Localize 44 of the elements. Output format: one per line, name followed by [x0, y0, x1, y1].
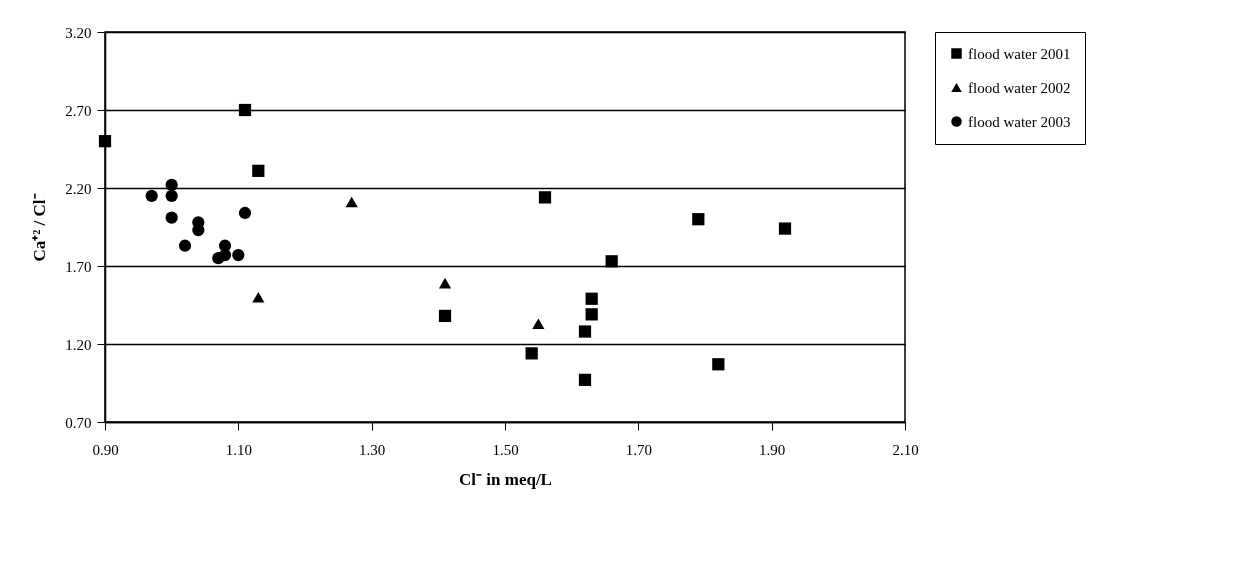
y-tick-label: 1.70 [65, 258, 92, 275]
x-axis-title: Cl⁻ in meq/L [459, 469, 552, 489]
point [238, 103, 252, 117]
point [778, 222, 792, 235]
x-tick-label: 2.10 [892, 441, 919, 458]
point [232, 248, 245, 262]
x-tick-label: 1.50 [492, 441, 519, 458]
y-tick-label: 1.20 [65, 336, 92, 353]
point [525, 347, 538, 360]
point [605, 255, 618, 268]
point [712, 358, 725, 371]
x-tick-label: 1.10 [225, 441, 252, 458]
x-tick-label: 1.90 [759, 441, 786, 458]
point [578, 373, 592, 386]
point [532, 318, 545, 330]
point [252, 291, 265, 303]
point [692, 213, 705, 226]
point [212, 252, 225, 265]
point [165, 178, 178, 191]
point [585, 308, 598, 321]
x-tick-label: 0.90 [92, 441, 119, 458]
y-tick-label: 2.20 [65, 180, 92, 197]
y-tick-label: 2.70 [65, 102, 92, 119]
point [178, 239, 192, 252]
point [538, 191, 552, 204]
point [145, 189, 158, 202]
point [585, 292, 598, 305]
legend-label: flood water 2001 [968, 45, 1071, 62]
y-tick-label: 0.70 [65, 414, 92, 431]
legend-label: flood water 2003 [968, 113, 1071, 130]
y-tick-label: 3.20 [65, 24, 92, 41]
x-tick-label: 1.30 [359, 441, 386, 458]
legend-label: flood water 2002 [968, 79, 1071, 96]
point [438, 277, 452, 289]
y-axis-title: Ca⁺² / Cl⁻ [30, 193, 50, 262]
point [345, 196, 358, 208]
point [578, 325, 592, 338]
point [165, 189, 178, 202]
point [238, 206, 252, 220]
point [98, 135, 112, 148]
x-tick-label: 1.70 [625, 441, 652, 458]
point [252, 164, 265, 177]
point [438, 309, 452, 323]
point [165, 211, 178, 224]
